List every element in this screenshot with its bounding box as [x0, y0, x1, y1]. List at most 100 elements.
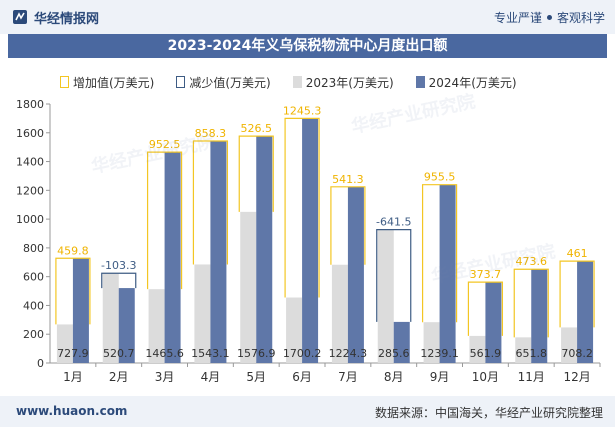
value-label-2024: 1576.9 [237, 347, 276, 360]
bar-2023 [194, 264, 211, 363]
bar-2023 [561, 327, 578, 363]
change-label: 473.6 [516, 255, 548, 268]
bar-2023 [515, 337, 532, 363]
legend-swatch-2024 [415, 76, 425, 88]
bar-2024 [256, 136, 273, 363]
legend-item-decrease[interactable]: 减少值(万美元) [176, 74, 271, 91]
title-bar: 2023-2024年义乌保税物流中心月度出口额 [8, 34, 607, 58]
change-label: 541.3 [332, 173, 364, 186]
bar-2024 [118, 288, 135, 363]
y-tick-label: 0 [37, 357, 44, 370]
value-label-2024: 285.6 [378, 347, 410, 360]
change-box-decrease [101, 272, 137, 289]
y-tick-label: 200 [23, 328, 44, 341]
change-label: 952.5 [149, 138, 181, 151]
slogan-right: 客观科学 [556, 11, 605, 25]
bar-2024 [347, 186, 364, 363]
x-tick-label: 5月 [246, 370, 266, 384]
brand-logo-icon [13, 10, 27, 24]
bar-2024 [439, 184, 456, 363]
x-tick-label: 3月 [155, 370, 175, 384]
footer: www.huaon.com 数据来源：中国海关，华经产业研究院整理 [0, 396, 615, 427]
value-label-2024: 1700.2 [283, 347, 322, 360]
brand-name: 华经情报网 [34, 11, 100, 27]
value-label-2024: 1239.1 [420, 347, 459, 360]
legend-swatch-decrease [176, 76, 186, 88]
footer-source: 数据来源：中国海关，华经产业研究院整理 [374, 406, 603, 420]
change-box-increase [513, 268, 549, 338]
bar-2024 [302, 118, 319, 363]
x-tick-label: 1月 [63, 370, 83, 384]
value-label-2024: 651.8 [516, 347, 548, 360]
legend-label-2023: 2023年(万美元) [305, 75, 394, 90]
value-label-2024: 520.7 [103, 347, 135, 360]
change-label: 461 [567, 247, 588, 260]
x-tick-label: 8月 [384, 370, 404, 384]
bar-2024 [577, 261, 594, 363]
bar-2024 [393, 321, 410, 363]
change-label: -641.5 [376, 216, 411, 229]
chart-legend: 增加值(万美元) 减少值(万美元) 2023年(万美元) 2024年(万美元) [60, 74, 539, 90]
change-label: 955.5 [424, 171, 456, 184]
x-tick-label: 6月 [292, 370, 312, 384]
bar-2023 [240, 211, 257, 363]
legend-swatch-increase [60, 76, 69, 88]
y-tick-label: 1800 [16, 98, 44, 111]
bar-2024 [72, 258, 89, 363]
y-tick-label: 800 [23, 242, 44, 255]
legend-label-increase: 增加值(万美元) [73, 75, 155, 90]
change-label: 459.8 [57, 244, 89, 257]
change-box-increase [146, 151, 183, 290]
y-tick-label: 1000 [16, 213, 44, 226]
value-label-2024: 727.9 [57, 347, 89, 360]
change-box-increase [192, 140, 229, 265]
bar-2024 [485, 282, 502, 363]
y-tick-label: 1400 [16, 156, 44, 169]
x-tick-label: 9月 [430, 370, 450, 384]
slogan-dot-icon [546, 15, 552, 20]
change-box-increase [330, 186, 366, 265]
legend-item-2023[interactable]: 2023年(万美元) [292, 74, 394, 91]
value-label-2024: 561.9 [470, 347, 502, 360]
legend-item-increase[interactable]: 增加值(万美元) [60, 74, 154, 91]
change-box-increase [421, 184, 458, 323]
chart-title: 2023-2024年义乌保税物流中心月度出口额 [167, 38, 448, 54]
legend-label-2024: 2024年(万美元) [428, 75, 517, 90]
x-tick-label: 10月 [472, 370, 499, 384]
top-bar: 华经情报网 专业严谨 客观科学 [0, 0, 615, 34]
x-tick-label: 7月 [338, 370, 358, 384]
y-tick-label: 600 [23, 271, 44, 284]
bar-2023 [377, 229, 394, 363]
legend-label-decrease: 减少值(万美元) [189, 75, 271, 90]
bar-2023 [102, 273, 119, 363]
y-tick-label: 400 [23, 299, 44, 312]
bar-2024 [210, 140, 227, 363]
bar-2023 [469, 335, 486, 363]
footer-website-link[interactable]: www.huaon.com [16, 404, 128, 418]
change-label: -103.3 [101, 259, 136, 272]
x-tick-label: 11月 [518, 370, 545, 384]
change-label: 1245.3 [283, 104, 322, 117]
change-label: 373.7 [470, 268, 502, 281]
change-box-increase [467, 281, 504, 336]
change-box-decrease [376, 229, 412, 322]
bar-2023 [423, 322, 440, 363]
value-label-2024: 1543.1 [191, 347, 230, 360]
bar-2024 [531, 269, 548, 363]
bar-2024 [164, 152, 181, 363]
bar-2023 [148, 289, 165, 363]
value-label-2024: 1224.3 [329, 347, 368, 360]
brand[interactable]: 华经情报网 [12, 8, 100, 27]
legend-item-2024[interactable]: 2024年(万美元) [415, 74, 517, 91]
change-box-increase [284, 117, 320, 298]
slogan: 专业严谨 客观科学 [494, 9, 605, 26]
change-label: 858.3 [195, 127, 227, 140]
value-label-2024: 1465.6 [145, 347, 184, 360]
x-tick-label: 2月 [109, 370, 129, 384]
bar-chart: 0 200 400 600 800 1000 1200 1400 1600 1800 459.8 72… [16, 98, 601, 384]
change-box-increase [559, 260, 595, 328]
legend-swatch-2023 [292, 76, 302, 88]
y-tick-label: 1200 [16, 184, 44, 197]
bar-2023 [286, 297, 303, 363]
